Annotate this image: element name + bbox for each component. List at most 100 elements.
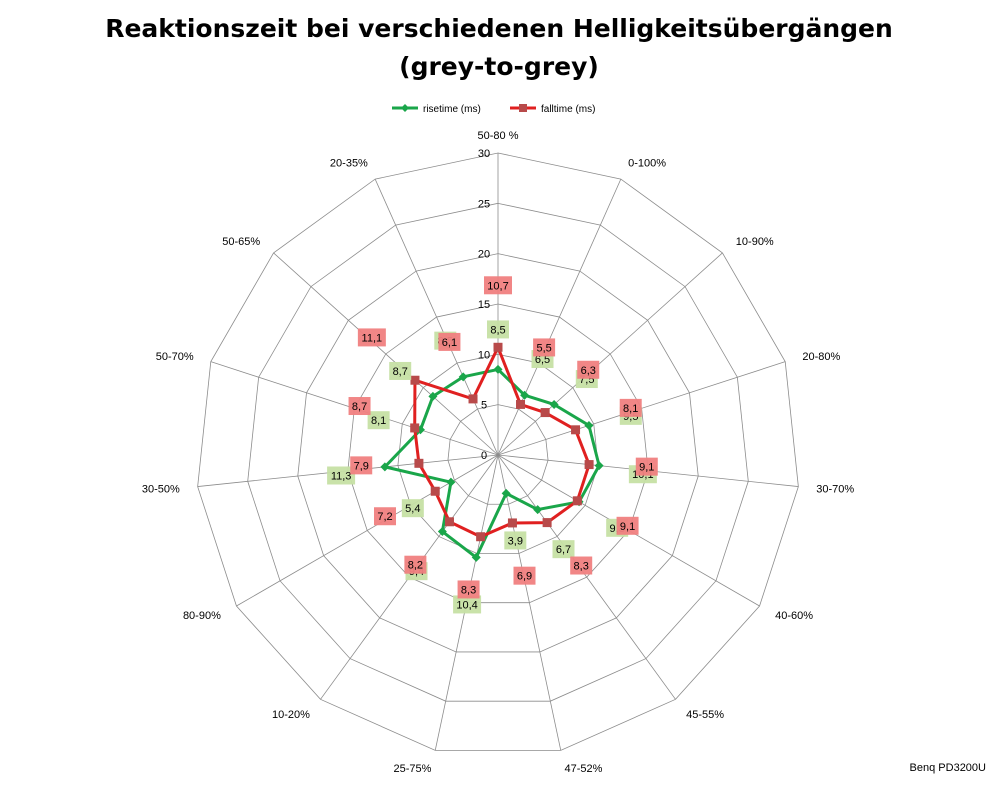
risetime-point xyxy=(458,372,468,382)
chart-title: Reaktionszeit bei verschiedenen Helligke… xyxy=(0,10,998,86)
risetime-point xyxy=(380,462,390,472)
risetime-point xyxy=(446,477,456,487)
category-label: 20-35% xyxy=(330,158,368,170)
category-label: 80-90% xyxy=(183,610,221,622)
tick-label: 25 xyxy=(478,198,490,210)
falltime-label-box xyxy=(513,566,536,585)
category-label: 25-75% xyxy=(394,763,432,775)
category-label: 0-100% xyxy=(628,158,666,170)
falltime-label-box xyxy=(404,555,427,574)
axis-spoke xyxy=(236,454,499,607)
grid-ring-25 xyxy=(247,202,749,702)
category-label: 30-70% xyxy=(816,483,854,495)
falltime-label-box xyxy=(533,338,556,357)
falltime-label-box xyxy=(348,397,371,416)
risetime-data-label: 8,1 xyxy=(371,415,386,427)
risetime-point xyxy=(493,364,503,374)
falltime-label-box xyxy=(484,276,512,295)
category-label: 10-90% xyxy=(736,236,774,248)
grid-ring-10 xyxy=(397,353,599,554)
falltime-point xyxy=(410,375,420,385)
falltime-label-box xyxy=(619,398,642,417)
axis-spoke xyxy=(273,252,499,456)
tick-label: 15 xyxy=(478,299,490,311)
chart-title-line-1: Reaktionszeit bei verschiedenen Helligke… xyxy=(105,14,893,43)
falltime-data-label: 11,1 xyxy=(362,332,383,344)
falltime-point xyxy=(476,532,486,542)
grid-ring-20 xyxy=(297,253,699,653)
falltime-point xyxy=(584,460,594,470)
tick-label: 30 xyxy=(478,148,490,160)
category-label: 10-20% xyxy=(272,709,310,721)
series-line-risetime xyxy=(383,367,601,559)
legend-item-falltime: falltime (ms) xyxy=(510,104,595,115)
risetime-point xyxy=(437,527,447,537)
series-line-falltime xyxy=(413,345,591,539)
risetime-data-label: 6,5 xyxy=(535,354,550,366)
falltime-point xyxy=(410,423,420,433)
falltime-point xyxy=(430,486,440,496)
risetime-point xyxy=(533,505,543,515)
tick-label: 10 xyxy=(478,349,490,361)
radar-series xyxy=(380,342,604,562)
risetime-label-box xyxy=(327,466,356,485)
falltime-data-label: 7,9 xyxy=(354,460,369,472)
risetime-data-label: 8,7 xyxy=(393,366,408,378)
falltime-data-label: 5,5 xyxy=(536,342,551,354)
risetime-point xyxy=(594,461,604,471)
risetime-point xyxy=(471,552,481,562)
falltime-data-label: 8,7 xyxy=(352,401,367,413)
falltime-label-box xyxy=(570,556,593,575)
risetime-point xyxy=(549,399,559,409)
axis-spoke xyxy=(497,252,723,456)
risetime-label-box xyxy=(487,320,509,339)
falltime-data-label: 9,1 xyxy=(639,462,654,474)
falltime-data-label: 8,3 xyxy=(461,584,476,596)
risetime-label-box xyxy=(552,540,575,559)
falltime-point xyxy=(507,518,517,528)
falltime-point xyxy=(572,496,582,506)
falltime-data-label: 6,1 xyxy=(442,337,457,349)
falltime-point xyxy=(468,394,478,404)
category-label: 50-70% xyxy=(156,351,194,363)
risetime-data-label: 8,5 xyxy=(490,324,505,336)
grid-ring-30 xyxy=(197,152,799,751)
tick-label: 0 xyxy=(481,450,487,462)
grid-ring-15 xyxy=(347,303,649,604)
falltime-data-label: 9,1 xyxy=(620,521,635,533)
chart-legend: risetime (ms) falltime (ms) xyxy=(392,104,595,115)
axis-spoke xyxy=(497,454,676,700)
category-label: 30-50% xyxy=(142,483,180,495)
category-label: 50-65% xyxy=(222,236,260,248)
falltime-label-box xyxy=(577,360,600,379)
risetime-point xyxy=(520,390,530,400)
legend-item-risetime: risetime (ms) xyxy=(392,104,481,115)
risetime-point xyxy=(584,420,594,430)
falltime-point xyxy=(540,408,550,418)
category-label: 50-80 % xyxy=(478,130,519,142)
source-note: Benq PD3200U xyxy=(909,762,986,774)
falltime-label-box xyxy=(457,580,480,599)
falltime-label-box xyxy=(374,507,397,526)
legend-marker-risetime xyxy=(401,104,409,112)
falltime-point xyxy=(414,458,424,468)
risetime-label-box xyxy=(401,499,424,518)
falltime-label-box xyxy=(616,516,639,535)
risetime-label-box xyxy=(367,411,390,430)
falltime-point xyxy=(444,517,454,527)
chart-title-line-2: (grey-to-grey) xyxy=(399,52,599,81)
axis-spoke xyxy=(374,178,499,456)
legend-label-falltime: falltime (ms) xyxy=(541,104,595,115)
radar-data-labels: 8,56,57,59,510,19,36,73,910,49,45,411,38… xyxy=(327,276,658,614)
risetime-data-label: 5,4 xyxy=(405,503,420,515)
radar-axes: 0 5 10 15 20 25 30 50-80 % 0-100% 10-90% 20-80% 30-… xyxy=(142,130,855,775)
risetime-label-box xyxy=(504,531,527,550)
radar-grid xyxy=(197,152,799,751)
category-label: 47-52% xyxy=(565,763,603,775)
falltime-data-label: 6,9 xyxy=(517,571,532,583)
risetime-point xyxy=(501,488,511,498)
falltime-data-label: 8,3 xyxy=(574,561,589,573)
risetime-label-box xyxy=(453,595,482,614)
falltime-data-label: 10,7 xyxy=(487,280,508,292)
